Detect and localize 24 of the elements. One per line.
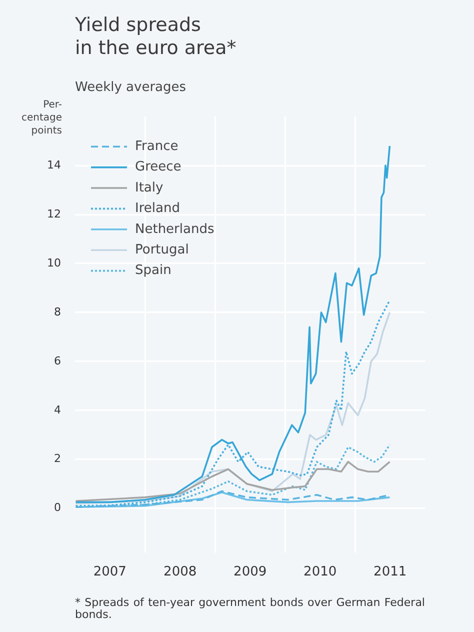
x-tick-label: 2008 <box>164 564 197 580</box>
y-tick-label: 12 <box>47 207 61 220</box>
y-tick-label: 14 <box>47 158 61 172</box>
y-axis-title: Per- centage points <box>21 100 62 137</box>
y-tick-label: 4 <box>54 403 61 416</box>
x-tick-label: 2011 <box>374 564 407 580</box>
x-tick-label: 2007 <box>93 564 126 580</box>
x-tick-label: 2010 <box>304 564 337 580</box>
legend-label: Portugal <box>135 242 189 258</box>
y-tick-label: 8 <box>54 305 61 318</box>
y-tick-label: 0 <box>54 501 61 514</box>
legend-label: Greece <box>135 160 182 175</box>
chart-title: Yield spreads in the euro area* <box>75 14 236 60</box>
legend-label: Ireland <box>135 201 180 216</box>
y-tick-label: 10 <box>47 256 61 270</box>
legend-label: Spain <box>135 263 172 278</box>
y-tick-label: 2 <box>54 452 61 466</box>
y-tick-label: 6 <box>54 354 61 368</box>
x-tick-label: 2009 <box>234 564 267 580</box>
text: * Spreads of ten-year government bonds over German Federal bonds. <box>75 596 425 621</box>
chart-subtitle: Weekly averages <box>75 80 186 95</box>
legend-label: Netherlands <box>135 222 214 237</box>
legend-label: Italy <box>135 180 164 196</box>
legend-label: France <box>135 138 178 154</box>
